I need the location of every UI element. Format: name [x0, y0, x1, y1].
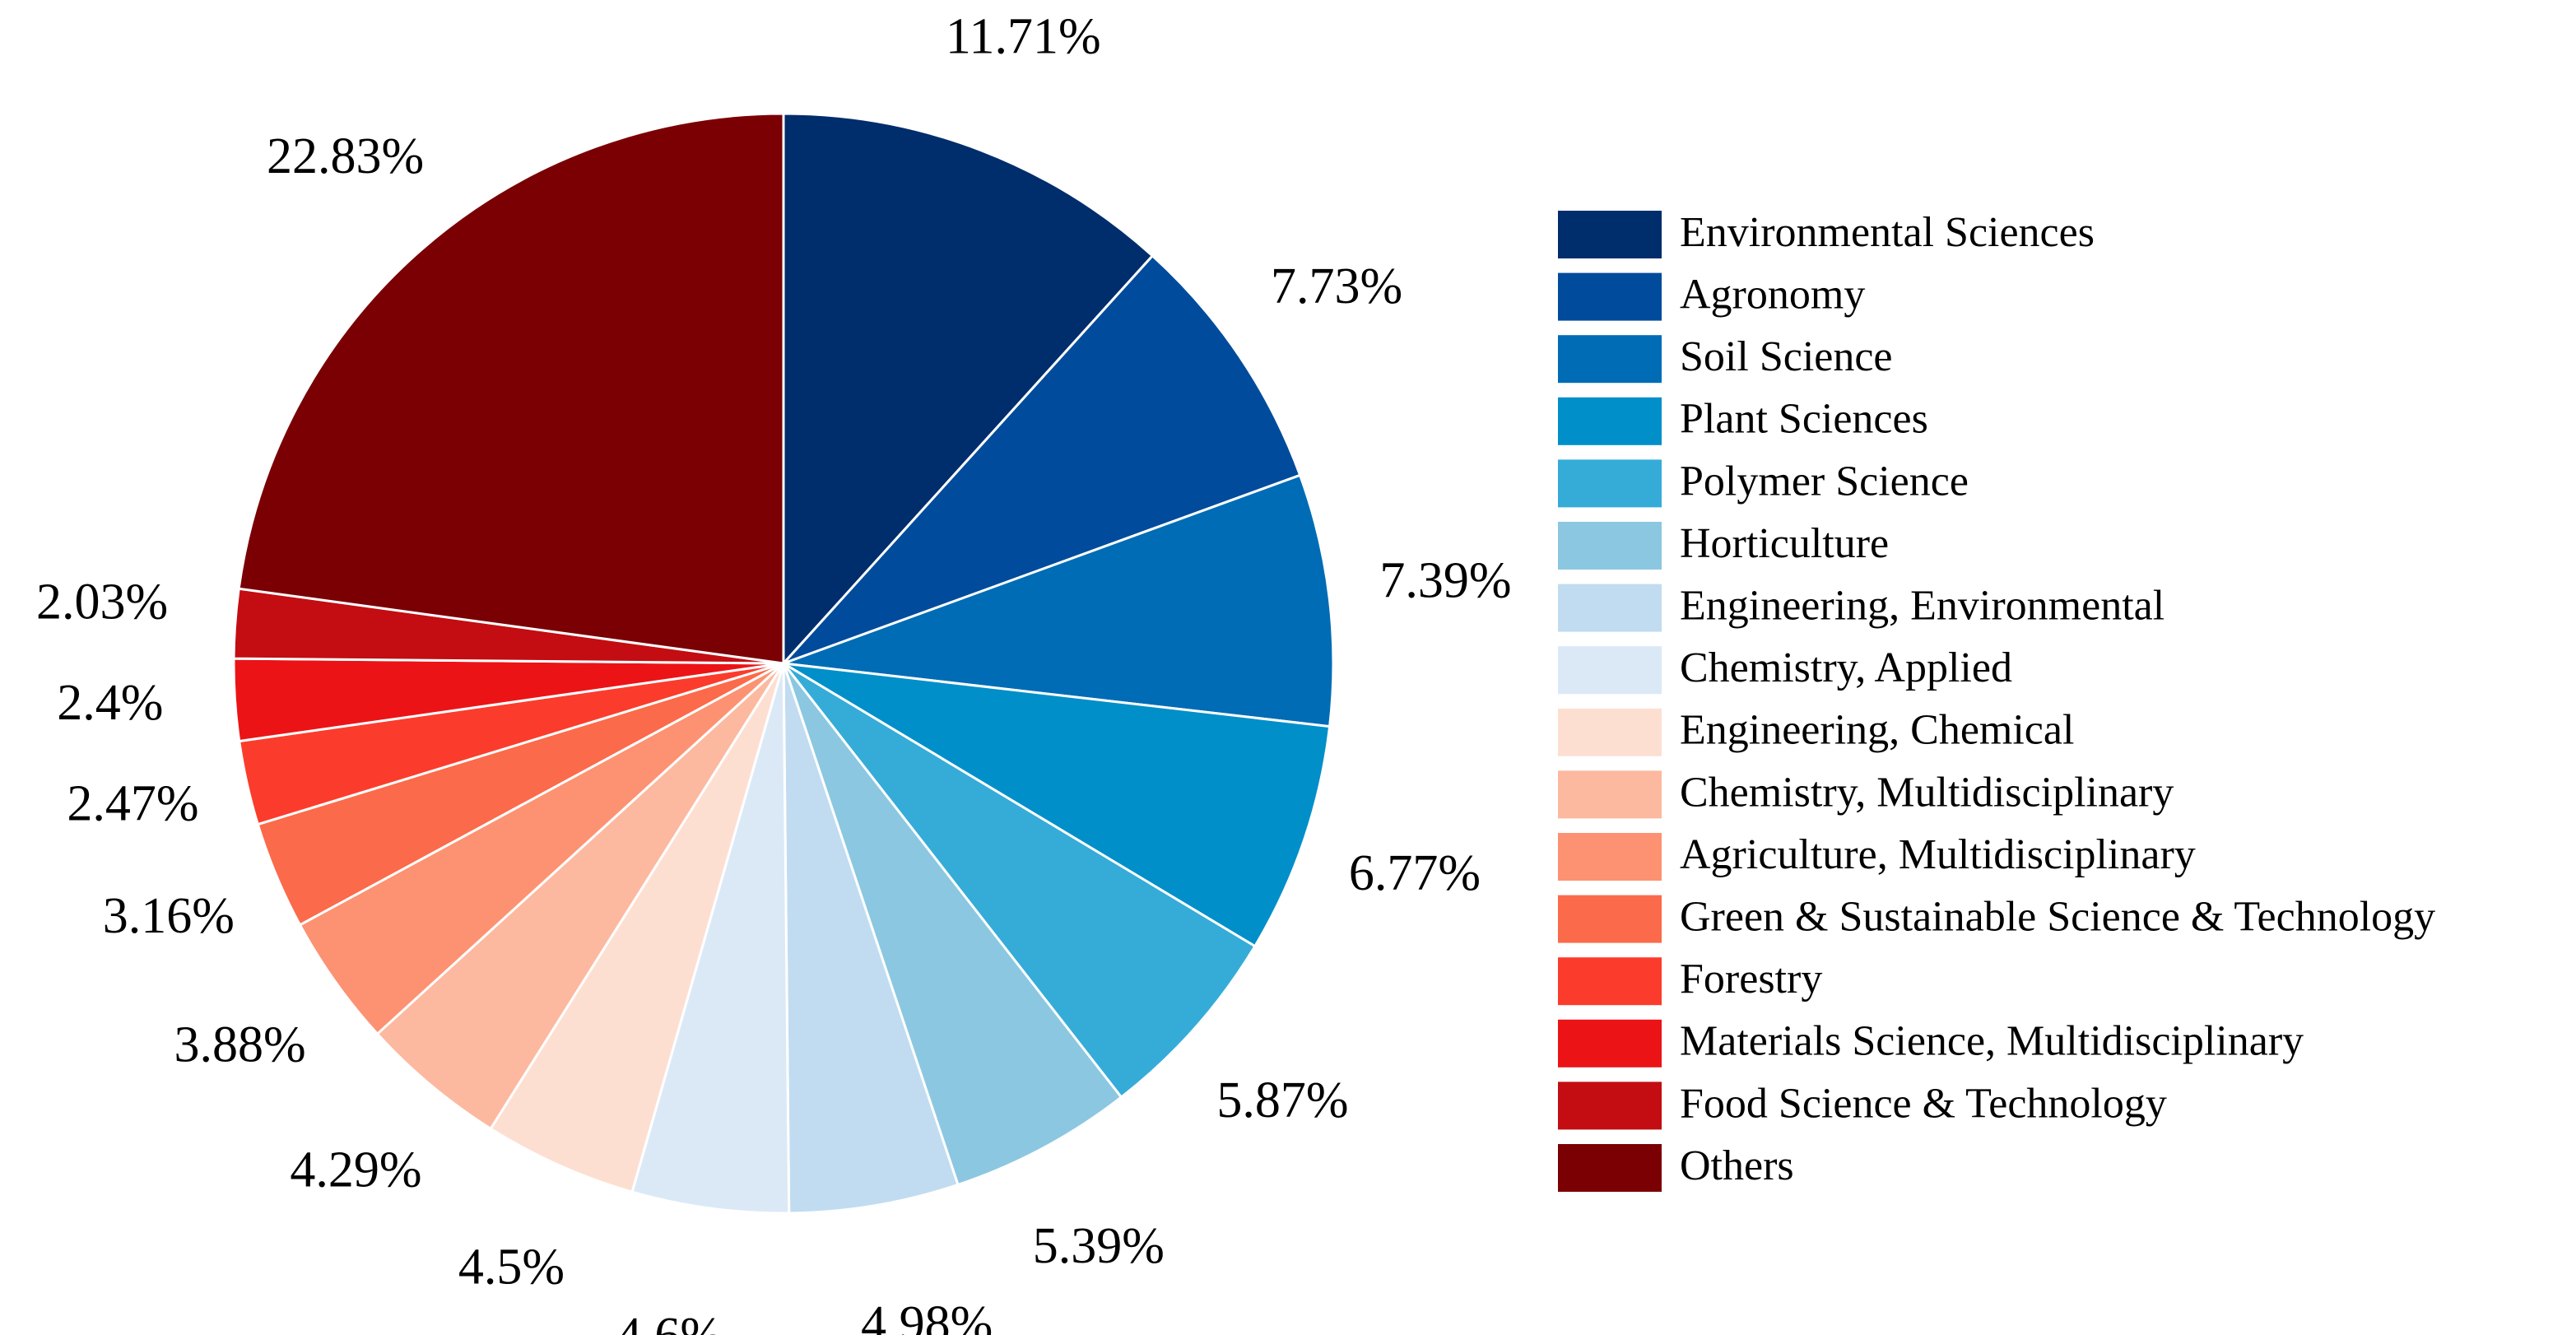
slice-value-label: 6.77% — [1349, 845, 1481, 901]
pie-slice-soil-science — [783, 473, 1335, 728]
legend-item: Engineering, Environmental — [1558, 583, 2164, 632]
pie-slice-engineering-chemical — [489, 663, 785, 1194]
legend-item: Environmental Sciences — [1558, 209, 2095, 258]
legend-label: Plant Sciences — [1680, 396, 1928, 443]
legend-item: Chemistry, Applied — [1558, 644, 2012, 695]
slice-value-label: 7.73% — [1271, 258, 1402, 314]
legend-swatch — [1558, 1144, 1662, 1192]
pie-slice-environmental-sciences — [782, 112, 1155, 667]
legend-swatch — [1558, 646, 1662, 695]
legend-label: Agronomy — [1680, 272, 1865, 319]
legend-label: Green & Sustainable Science & Technology — [1680, 894, 2435, 941]
legend-label: Chemistry, Applied — [1680, 644, 2012, 691]
legend-label: Chemistry, Multidisciplinary — [1680, 769, 2174, 816]
legend-swatch — [1558, 335, 1662, 384]
legend-label: Horticulture — [1680, 520, 1889, 567]
legend-item: Chemistry, Multidisciplinary — [1558, 769, 2174, 819]
legend-item: Plant Sciences — [1558, 396, 1928, 445]
legend-swatch — [1558, 1081, 1662, 1130]
slice-value-label: 5.39% — [1033, 1218, 1165, 1274]
legend-swatch — [1558, 397, 1662, 445]
pie-slice-agronomy — [782, 254, 1302, 665]
legend-label: Materials Science, Multidisciplinary — [1680, 1018, 2304, 1065]
pie-slice-chemistry-multidisciplinary — [375, 662, 785, 1131]
legend: Environmental Sciences Agronomy Soil Scien… — [1558, 209, 2435, 1192]
pie-value-labels: 11.71% 7.73% 7.39% 6.77% 5.87% 5.39% 4.98% 4.6%… — [36, 8, 1511, 1335]
legend-label: Polymer Science — [1680, 458, 1969, 505]
legend-label: Engineering, Chemical — [1680, 707, 2074, 754]
slice-value-label: 4.98% — [861, 1296, 993, 1335]
legend-swatch — [1558, 895, 1662, 943]
legend-item: Agronomy — [1558, 272, 1865, 321]
slice-value-label: 2.03% — [36, 574, 168, 630]
legend-label: Soil Science — [1680, 333, 1893, 380]
legend-label: Others — [1680, 1142, 1794, 1189]
slice-value-label: 4.6% — [616, 1308, 723, 1335]
legend-swatch — [1558, 770, 1662, 819]
legend-swatch — [1558, 1019, 1662, 1068]
legend-label: Food Science & Technology — [1680, 1080, 2167, 1127]
pie-slice-plant-sciences — [783, 662, 1332, 948]
legend-item: Soil Science — [1558, 333, 1893, 384]
pie-slice-polymer-science — [782, 662, 1257, 1100]
slice-value-label: 4.29% — [290, 1142, 421, 1198]
legend-label: Engineering, Environmental — [1680, 583, 2164, 630]
legend-swatch — [1558, 833, 1662, 881]
slice-value-label: 5.87% — [1216, 1072, 1348, 1128]
slice-value-label: 22.83% — [267, 128, 424, 184]
legend-label: Forestry — [1680, 956, 1822, 1002]
legend-item: Engineering, Chemical — [1558, 707, 2074, 756]
legend-item: Green & Sustainable Science & Technology — [1558, 894, 2435, 943]
pie-slice-engineering-environmental — [782, 663, 960, 1215]
slice-value-label: 4.5% — [458, 1240, 565, 1295]
legend-swatch — [1558, 522, 1662, 570]
slice-value-label: 2.47% — [67, 776, 198, 832]
legend-swatch — [1558, 459, 1662, 508]
slice-value-label: 7.39% — [1379, 553, 1511, 609]
slice-value-label: 2.4% — [57, 675, 163, 731]
pie-slices — [232, 112, 1335, 1215]
legend-item: Materials Science, Multidisciplinary — [1558, 1018, 2304, 1068]
legend-item: Horticulture — [1558, 520, 1889, 570]
pie-slice-others — [237, 112, 785, 665]
legend-swatch — [1558, 957, 1662, 1006]
slice-value-label: 3.88% — [174, 1016, 306, 1072]
legend-item: Food Science & Technology — [1558, 1080, 2167, 1130]
legend-item: Others — [1558, 1142, 1794, 1192]
legend-swatch — [1558, 272, 1662, 321]
legend-item: Polymer Science — [1558, 458, 1969, 508]
legend-item: Agriculture, Multidisciplinary — [1558, 831, 2196, 881]
legend-swatch — [1558, 708, 1662, 756]
legend-label: Agriculture, Multidisciplinary — [1680, 831, 2196, 878]
legend-item: Forestry — [1558, 956, 1822, 1006]
legend-swatch — [1558, 584, 1662, 632]
pie-slice-horticulture — [782, 663, 1123, 1187]
slice-value-label: 3.16% — [103, 888, 235, 944]
legend-swatch — [1558, 211, 1662, 258]
pie-slice-chemistry-applied — [630, 663, 791, 1215]
slice-value-label: 11.71% — [946, 8, 1101, 64]
legend-label: Environmental Sciences — [1680, 209, 2095, 256]
